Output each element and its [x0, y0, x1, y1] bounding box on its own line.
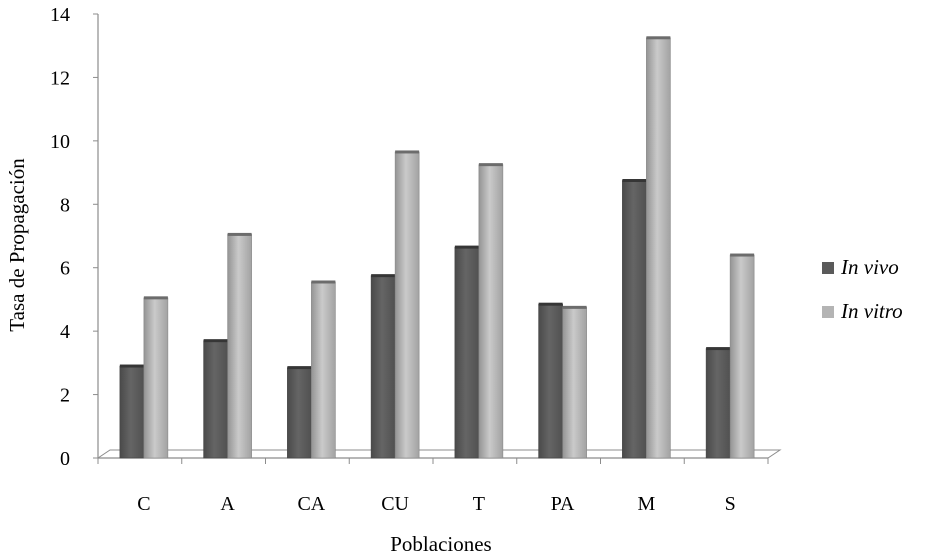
legend: In vivo In vitro: [822, 255, 903, 323]
x-tick-label-t: T: [473, 493, 485, 515]
bar-in-vivo-a: [203, 339, 228, 459]
bar-in-vitro-t: [478, 163, 504, 459]
y-tick-label-6: 6: [60, 258, 70, 280]
bar-in-vivo-c: [119, 364, 145, 459]
legend-swatch-in-vivo: [822, 262, 834, 274]
y-tick-label-10: 10: [50, 131, 70, 153]
x-tick-label-c: C: [137, 493, 150, 515]
bar-in-vitro-ca: [311, 280, 336, 459]
y-axis-label: Tasa de Propagación: [5, 158, 29, 332]
x-tick-label-m: M: [637, 493, 655, 515]
y-tick-label-4: 4: [60, 321, 70, 343]
bar-in-vitro-pa: [562, 305, 587, 459]
legend-label-in-vitro: In vitro: [840, 299, 903, 323]
legend-label-in-vivo: In vivo: [840, 255, 899, 279]
x-tick-label-ca: CA: [297, 493, 325, 515]
y-tick-label-2: 2: [60, 385, 70, 407]
y-tick-label-12: 12: [50, 67, 70, 89]
y-tick-label-8: 8: [60, 194, 70, 216]
bar-in-vivo-s: [705, 347, 731, 459]
bar-in-vivo-t: [454, 245, 480, 459]
bar-in-vivo-cu: [370, 274, 396, 459]
x-tick-label-pa: PA: [551, 493, 575, 515]
x-tick-label-s: S: [725, 493, 736, 515]
y-tick-labels: 0 2 4 6 8 10 12 14: [50, 4, 70, 470]
bar-in-vitro-cu: [394, 150, 420, 459]
chart-floor: [96, 449, 782, 459]
x-tick-labels: C A CA CU T PA M S: [137, 493, 735, 515]
bar-in-vitro-s: [729, 253, 755, 459]
x-tick-label-a: A: [220, 493, 235, 515]
x-tick-label-cu: CU: [381, 493, 409, 515]
bar-in-vivo-m: [622, 179, 647, 459]
bar-in-vivo-ca: [287, 366, 312, 459]
legend-swatch-in-vitro: [822, 306, 834, 318]
bars: [119, 36, 755, 459]
bar-in-vitro-m: [646, 36, 671, 459]
y-tick-label-0: 0: [60, 448, 70, 470]
bar-in-vitro-a: [227, 232, 252, 459]
x-axis-label: Poblaciones: [390, 532, 491, 556]
y-tick-label-14: 14: [50, 4, 70, 26]
bar-in-vivo-pa: [538, 302, 563, 459]
bar-in-vitro-c: [143, 296, 169, 459]
floor-top: [96, 449, 782, 459]
